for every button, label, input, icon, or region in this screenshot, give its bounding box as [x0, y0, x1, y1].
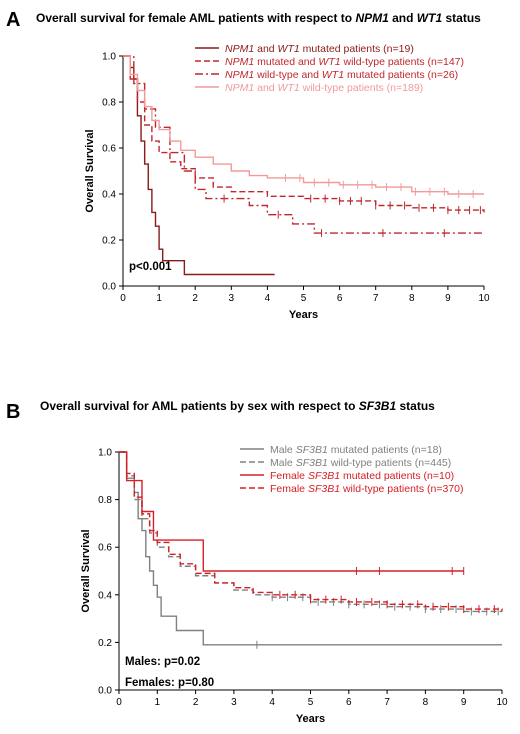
text-run: mutated patients (n=19)	[300, 43, 414, 55]
text-run: NPM1	[225, 56, 254, 68]
text-run: NPM1	[225, 82, 254, 94]
y-tick-label: 0.8	[98, 495, 112, 506]
text-run: SF3B1	[308, 483, 340, 495]
x-tick-label: 10	[496, 697, 508, 708]
x-tick-label: 4	[269, 697, 275, 708]
text-run: WT1	[318, 56, 340, 68]
x-tick-label: 9	[445, 293, 451, 304]
survival-curve-2	[123, 55, 485, 213]
survival-curve-1	[119, 451, 502, 646]
chart-panel-a: A Overall survival for female AML patient…	[6, 9, 490, 321]
text-run: wild-type patients (n=189)	[300, 82, 423, 94]
text-run: SF3B1	[308, 470, 340, 482]
text-run: wild-type patients (n=370)	[340, 483, 463, 495]
p-value-annotation: Males: p=0.02	[125, 656, 200, 668]
text-run: NPM1	[355, 11, 389, 25]
text-run: WT1	[322, 69, 344, 81]
legend-label: Female SF3B1 mutated patients (n=10)	[270, 470, 454, 482]
y-tick-label: 0.4	[102, 190, 116, 201]
y-tick-label: 1.0	[102, 52, 116, 63]
x-tick-label: 9	[461, 697, 467, 708]
x-tick-label: 6	[337, 293, 343, 304]
x-tick-label: 7	[373, 293, 379, 304]
text-run: mutated patients (n=26)	[344, 69, 458, 81]
y-axis-label: Overall Survival	[84, 129, 96, 212]
text-run: SF3B1	[296, 444, 328, 456]
text-run: Male	[270, 444, 296, 456]
text-run: and	[389, 11, 417, 25]
text-run: Male	[270, 457, 296, 469]
text-run: and	[254, 43, 277, 55]
x-tick-label: 4	[265, 293, 271, 304]
y-tick-label: 0.8	[102, 98, 116, 109]
x-axis-label: Years	[289, 309, 318, 321]
x-tick-label: 5	[308, 697, 314, 708]
legend-label: NPM1 wild-type and WT1 mutated patients …	[225, 69, 458, 81]
legend-label: Male SF3B1 wild-type patients (n=445)	[270, 457, 451, 469]
text-run: wild-type and	[254, 69, 322, 81]
y-tick-label: 0.2	[102, 236, 116, 247]
text-run: and	[254, 82, 277, 94]
x-tick-label: 1	[155, 697, 161, 708]
text-run: Female	[270, 470, 308, 482]
panel-label: B	[6, 401, 20, 423]
x-tick-label: 6	[346, 697, 352, 708]
x-tick-label: 3	[229, 293, 235, 304]
text-run: Overall survival for female AML patients…	[36, 11, 355, 25]
text-run: Female	[270, 483, 308, 495]
p-value-annotation: Females: p=0.80	[125, 677, 214, 689]
text-run: WT1	[278, 43, 300, 55]
x-tick-label: 8	[423, 697, 429, 708]
x-tick-label: 8	[409, 293, 415, 304]
text-run: SF3B1	[296, 457, 328, 469]
y-tick-label: 0.4	[98, 590, 112, 601]
text-run: Overall survival for AML patients by sex…	[40, 399, 359, 413]
survival-curve-1	[123, 55, 275, 276]
x-tick-label: 0	[120, 293, 126, 304]
text-run: NPM1	[225, 43, 254, 55]
x-tick-label: 10	[478, 293, 490, 304]
x-tick-label: 3	[231, 697, 237, 708]
y-tick-label: 0.6	[102, 144, 116, 155]
text-run: status	[442, 11, 481, 25]
text-run: mutated patients (n=18)	[328, 444, 442, 456]
p-value-annotation: p<0.001	[129, 261, 172, 273]
survival-curve-2	[119, 451, 502, 613]
y-tick-label: 0.0	[98, 686, 112, 697]
x-tick-label: 1	[156, 293, 162, 304]
legend-label: Female SF3B1 wild-type patients (n=370)	[270, 483, 464, 495]
x-axis-label: Years	[296, 713, 325, 725]
text-run: NPM1	[225, 69, 254, 81]
text-run: wild-type patients (n=147)	[341, 56, 464, 68]
chart-title: Overall survival for AML patients by sex…	[40, 399, 435, 413]
y-tick-label: 0.0	[102, 282, 116, 293]
legend-label: Male SF3B1 mutated patients (n=18)	[270, 444, 442, 456]
x-tick-label: 7	[384, 697, 390, 708]
panel-label: A	[6, 9, 20, 31]
x-tick-label: 0	[116, 697, 122, 708]
text-run: wild-type patients (n=445)	[328, 457, 451, 469]
chart-title: Overall survival for female AML patients…	[36, 11, 481, 25]
text-run: mutated patients (n=10)	[340, 470, 454, 482]
survival-curve-4	[119, 451, 503, 612]
survival-curve-4	[123, 55, 484, 195]
y-axis-label: Overall Survival	[80, 529, 92, 612]
text-run: SF3B1	[359, 399, 397, 413]
text-run: status	[396, 399, 435, 413]
text-run: mutated and	[254, 56, 318, 68]
legend-label: NPM1 and WT1 wild-type patients (n=189)	[225, 82, 423, 94]
y-tick-label: 0.2	[98, 638, 112, 649]
y-tick-label: 0.6	[98, 543, 112, 554]
text-run: WT1	[278, 82, 300, 94]
x-tick-label: 5	[301, 293, 307, 304]
text-run: WT1	[417, 11, 443, 25]
x-tick-label: 2	[192, 293, 198, 304]
x-tick-label: 2	[193, 697, 199, 708]
survival-curve-3	[119, 451, 464, 572]
y-tick-label: 1.0	[98, 448, 112, 459]
legend-label: NPM1 mutated and WT1 wild-type patients …	[225, 56, 464, 68]
chart-panel-b: B Overall survival for AML patients by se…	[6, 399, 508, 725]
legend-label: NPM1 and WT1 mutated patients (n=19)	[225, 43, 414, 55]
